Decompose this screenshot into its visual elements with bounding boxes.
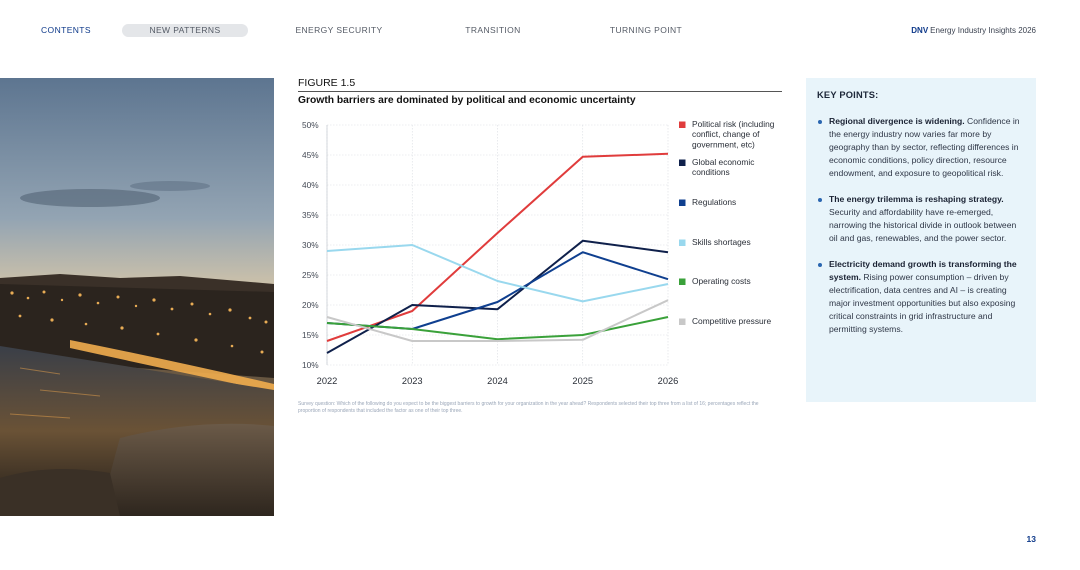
figure-label: FIGURE 1.5	[298, 77, 356, 89]
series-line	[326, 316, 669, 341]
x-tick-label: 2023	[402, 376, 423, 386]
y-tick-label: 35%	[302, 210, 319, 220]
y-tick-label: 30%	[302, 240, 319, 250]
x-tick-label: 2024	[487, 376, 508, 386]
legend-swatch	[679, 121, 686, 128]
key-point: The energy trilemma is reshaping strateg…	[817, 193, 1026, 245]
y-tick-label: 15%	[302, 330, 319, 340]
y-tick-label: 25%	[302, 270, 319, 280]
x-axis-ticks: 2022 2023 2024 2025 2026	[317, 376, 679, 386]
chart-series	[326, 152, 669, 354]
line-chart: 10% 15% 20% 25% 30% 35% 40% 45% 50% 2022 2023 2024…	[302, 119, 775, 386]
key-point-text: Security and affordability have re-emerg…	[829, 207, 1017, 243]
x-tick-label: 2025	[572, 376, 593, 386]
legend-label: Operating costs	[692, 276, 751, 286]
photo-illustration	[0, 78, 274, 516]
key-points-list: Regional divergence is widening. Confide…	[817, 115, 1026, 336]
report-brand: DNV Energy Industry Insights 2026	[911, 24, 1036, 37]
dnv-logo: DNV	[911, 26, 929, 35]
legend-label: Skills shortages	[692, 237, 751, 247]
page-number: 13	[1026, 534, 1036, 544]
legend-label: Regulations	[692, 197, 736, 207]
x-tick-label: 2022	[317, 376, 338, 386]
y-tick-label: 50%	[302, 120, 319, 130]
y-axis-ticks: 10% 15% 20% 25% 30% 35% 40% 45% 50%	[302, 120, 319, 370]
series-line	[326, 299, 669, 342]
nav-energy-security[interactable]: ENERGY SECURITY	[295, 25, 383, 35]
top-navigation: CONTENTS NEW PATTERNS ENERGY SECURITY TR…	[0, 0, 1080, 60]
key-point-text: Rising power consumption – driven by ele…	[829, 272, 1016, 334]
key-point-heading: Regional divergence is widening.	[829, 116, 965, 126]
legend-label: conditions	[692, 167, 730, 177]
y-tick-label: 20%	[302, 300, 319, 310]
key-point-heading: Electricity demand growth is transformin…	[829, 259, 1017, 282]
legend-swatch	[679, 239, 686, 246]
report-title: Energy Industry Insights 2026	[930, 26, 1036, 35]
series-line	[326, 239, 669, 354]
key-point: Regional divergence is widening. Confide…	[817, 115, 1026, 180]
y-tick-label: 40%	[302, 180, 319, 190]
figure-footnote: Survey question: Which of the following …	[298, 401, 759, 414]
legend-swatch	[679, 278, 686, 285]
nav-transition[interactable]: TRANSITION	[465, 25, 521, 35]
key-point-text: Confidence in the energy industry now va…	[829, 116, 1020, 178]
key-point-heading: The energy trilemma is reshaping strateg…	[829, 194, 1004, 204]
series-line	[326, 244, 669, 303]
key-points-panel: KEY POINTS: Regional divergence is widen…	[806, 78, 1036, 402]
legend-label: government, etc)	[692, 139, 755, 149]
y-tick-label: 10%	[302, 360, 319, 370]
figure-title: Growth barriers are dominated by politic…	[298, 95, 636, 106]
key-point: Electricity demand growth is transformin…	[817, 258, 1026, 336]
legend-swatch	[679, 199, 686, 206]
legend-label: Political risk (including	[692, 119, 775, 129]
coastal-city-photo	[0, 78, 274, 516]
nav-turning-point[interactable]: TURNING POINT	[609, 25, 683, 35]
legend-swatch	[679, 159, 686, 166]
nav-new-patterns[interactable]: NEW PATTERNS	[122, 24, 248, 37]
x-tick-label: 2026	[658, 376, 679, 386]
nav-contents[interactable]: CONTENTS	[41, 25, 91, 35]
legend-swatch	[679, 318, 686, 325]
legend-label: Global economic	[692, 157, 754, 167]
figure-divider	[298, 91, 782, 92]
key-points-title: KEY POINTS:	[817, 90, 879, 100]
legend-label: Competitive pressure	[692, 316, 771, 326]
legend-label: conflict, change of	[692, 129, 760, 139]
y-tick-label: 45%	[302, 150, 319, 160]
